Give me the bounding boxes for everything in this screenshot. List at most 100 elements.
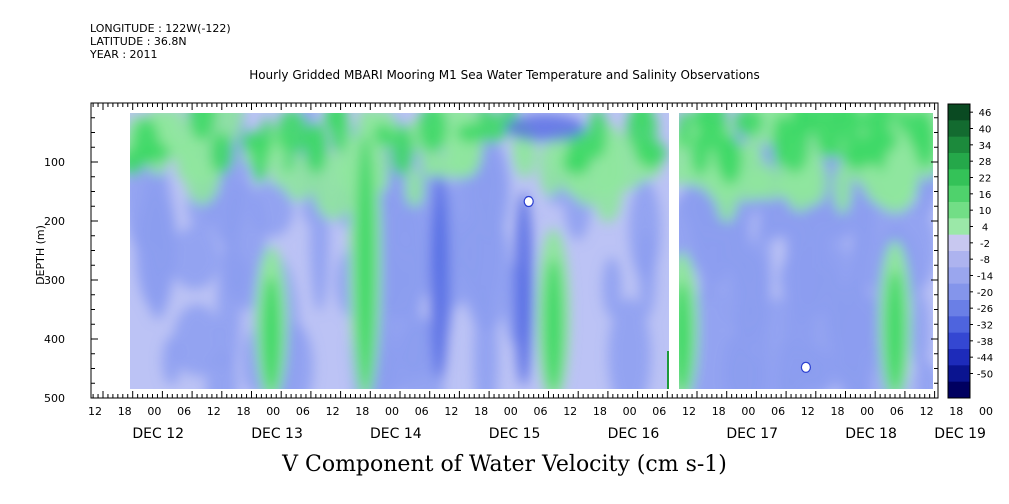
colorbar-label: 16: [979, 190, 992, 201]
x-tick-label: 12: [563, 405, 577, 418]
colorbar-segment: [948, 218, 970, 236]
chart-title: Hourly Gridded MBARI Mooring M1 Sea Wate…: [249, 68, 760, 82]
colorbar-segment: [948, 300, 970, 317]
blue-patch: [608, 297, 652, 389]
blue-core: [429, 173, 450, 381]
y-axis: 100 200 300 400 500: [44, 102, 938, 405]
colorbar-segment: [948, 349, 970, 366]
x-tick-label: 00: [979, 405, 993, 418]
x-tick-label: 18: [355, 405, 369, 418]
y-tick-label: 200: [44, 215, 65, 228]
blue-patch: [162, 336, 182, 386]
colorbar-label: -44: [977, 353, 993, 364]
green-patch: [832, 162, 853, 214]
colorbar: 46 40 34 28 22 16 10 4 -2 -8 -14 -20 -26 -32 -38 -44 -50: [947, 103, 993, 399]
colorbar-segment: [948, 332, 970, 350]
x-tick-label: 06: [890, 405, 904, 418]
green-patch-strong: [136, 141, 171, 163]
colorbar-label: -14: [977, 272, 993, 283]
colorbar-segment: [948, 365, 970, 383]
green-patch-strong: [478, 113, 508, 144]
blue-core: [505, 114, 585, 142]
green-patch-strong: [644, 145, 660, 170]
green-patch-strong: [390, 125, 415, 176]
green-patch-strong: [854, 113, 882, 130]
green-patch-strong: [691, 131, 710, 176]
green-patch: [802, 155, 828, 206]
blue-patch: [464, 159, 506, 220]
green-band-core: [544, 258, 563, 389]
blue-patch: [827, 282, 877, 365]
green-patch-strong: [733, 113, 764, 137]
x-tick-label: 18: [237, 405, 251, 418]
colorbar-segment: [948, 251, 970, 268]
blue-patch: [638, 231, 656, 318]
field-panel: [679, 113, 933, 389]
x-tick-label: 12: [801, 405, 815, 418]
green-patch-strong: [718, 134, 743, 185]
green-patch-strong: [780, 116, 810, 174]
year-label: YEAR : 2011: [90, 48, 158, 61]
green-patch-strong: [188, 113, 217, 141]
x-tick-label: 06: [177, 405, 191, 418]
colorbar-label: -50: [977, 370, 993, 381]
blue-patch: [732, 349, 765, 389]
blue-patch: [910, 292, 931, 371]
green-patch: [163, 113, 185, 143]
x-tick-label: 00: [266, 405, 280, 418]
colorbar-segment: [948, 185, 970, 203]
x-tick-label: 06: [652, 405, 666, 418]
x-tick-label: 12: [682, 405, 696, 418]
colorbar-label: 40: [979, 125, 992, 136]
colorbar-segment: [948, 136, 970, 154]
blue-patch: [141, 160, 175, 320]
chart-subtitle: V Component of Water Velocity (cm s-1): [282, 452, 727, 477]
x-tick-label: 06: [415, 405, 429, 418]
x-tick-label: 00: [623, 405, 637, 418]
green-band-core: [356, 134, 375, 389]
x-tick-label: 06: [534, 405, 548, 418]
colorbar-label: -2: [980, 239, 990, 250]
green-patch-strong: [875, 127, 887, 172]
y-tick-label: 300: [44, 274, 65, 287]
y-tick-label: 100: [44, 156, 65, 169]
green-patch-strong: [283, 154, 294, 172]
green-patch-strong: [276, 113, 309, 156]
field-panel: [130, 113, 669, 389]
colorbar-label: 34: [979, 141, 992, 152]
colorbar-segment: [948, 316, 970, 334]
green-patch-strong: [373, 123, 393, 147]
x-day-label: DEC 13: [251, 426, 303, 442]
field-blobs: [679, 113, 933, 389]
longitude-label: LONGITUDE : 122W(-122): [90, 22, 231, 35]
x-tick-label: 18: [118, 405, 132, 418]
heatmap-field: [130, 113, 933, 389]
blue-patch: [216, 243, 242, 373]
x-tick-label: 12: [444, 405, 458, 418]
x-day-label: DEC 17: [726, 426, 778, 442]
x-day-label: DEC 12: [132, 426, 184, 442]
x-tick-label: 12: [920, 405, 934, 418]
green-patch-strong: [209, 131, 234, 174]
colorbar-segment: [948, 267, 970, 285]
green-patch-strong: [417, 113, 448, 153]
green-patch-strong: [304, 122, 328, 175]
colorbar-label: 28: [979, 157, 992, 168]
colorbar-segment: [948, 169, 970, 187]
x-tick-label: 12: [88, 405, 102, 418]
green-band-core: [886, 270, 904, 389]
green-patch-strong: [626, 113, 658, 151]
x-tick-label: 06: [296, 405, 310, 418]
green-band-core: [262, 276, 281, 389]
gap-edge-sliver: [667, 351, 669, 389]
missing-value-marker: [523, 195, 534, 208]
colorbar-label: 22: [979, 174, 992, 185]
blue-patch: [169, 226, 221, 290]
x-tick-label: 00: [385, 405, 399, 418]
colorbar-label: 10: [979, 206, 992, 217]
x-tick-label: 12: [207, 405, 221, 418]
colorbar-segment: [948, 202, 970, 219]
colorbar-label: -38: [977, 337, 993, 348]
green-patch-strong: [330, 113, 348, 154]
